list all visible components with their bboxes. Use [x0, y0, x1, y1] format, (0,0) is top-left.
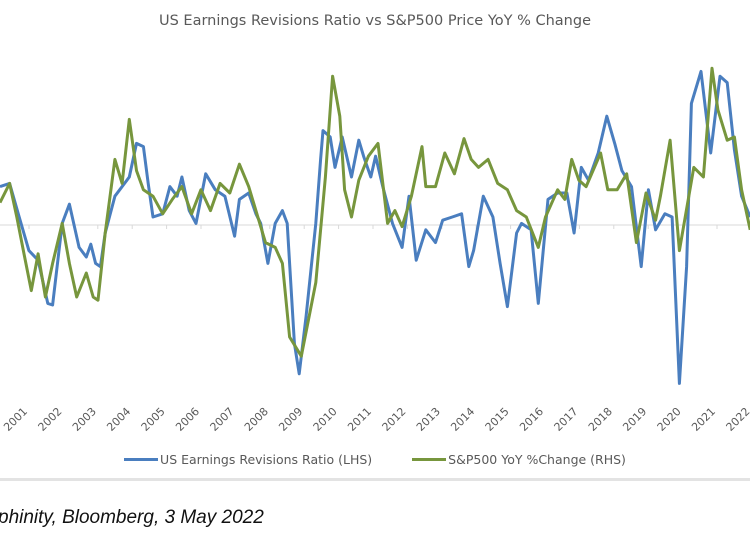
x-tick-label: 2014 — [448, 405, 477, 434]
legend-swatch-green — [412, 458, 447, 461]
x-tick-label: 2022 — [724, 405, 750, 434]
x-tick-label: 2005 — [139, 405, 168, 434]
legend-item-revisions: US Earnings Revisions Ratio (LHS) — [124, 452, 372, 467]
x-tick-label: 2020 — [655, 405, 684, 434]
chart-title: US Earnings Revisions Ratio vs S&P500 Pr… — [159, 13, 591, 29]
x-tick-label: 2008 — [242, 405, 271, 434]
divider — [0, 478, 750, 481]
x-tick-label: 2021 — [689, 405, 718, 434]
sp500-yoy-line — [0, 66, 750, 358]
x-tick-label: 2017 — [552, 405, 581, 434]
earnings-revisions-line — [0, 69, 750, 385]
x-tick-label: 2011 — [345, 405, 374, 434]
x-tick-label: 2018 — [586, 405, 615, 434]
x-tick-label: 2002 — [36, 405, 65, 434]
x-tick-label: 2019 — [620, 405, 649, 434]
legend-label: US Earnings Revisions Ratio (LHS) — [160, 452, 373, 467]
x-tick-label: 2003 — [70, 405, 99, 434]
x-tick-label: 2009 — [276, 405, 305, 434]
legend-label: S&P500 YoY %Change (RHS) — [448, 452, 626, 467]
x-tick-label: 2004 — [104, 405, 133, 434]
legend: US Earnings Revisions Ratio (LHS) S&P500… — [0, 452, 750, 467]
x-tick-label: 2006 — [173, 405, 202, 434]
legend-item-sp500: S&P500 YoY %Change (RHS) — [412, 452, 626, 467]
x-tick-label: 2012 — [380, 405, 409, 434]
source-note: phinity, Bloomberg, 3 May 2022 — [0, 507, 264, 528]
x-tick-label: 2007 — [208, 405, 237, 434]
x-tick-label: 2001 — [1, 405, 30, 434]
x-tick-label: 2015 — [483, 405, 512, 434]
x-tick-label: 2016 — [517, 405, 546, 434]
legend-swatch-blue — [124, 458, 159, 461]
line-chart: 2001 2002 2003 2004 2005 2006 2007 2008 2009 2010… — [0, 66, 750, 434]
x-tick-label: 2013 — [414, 405, 443, 434]
x-tick-label: 2010 — [311, 405, 340, 434]
